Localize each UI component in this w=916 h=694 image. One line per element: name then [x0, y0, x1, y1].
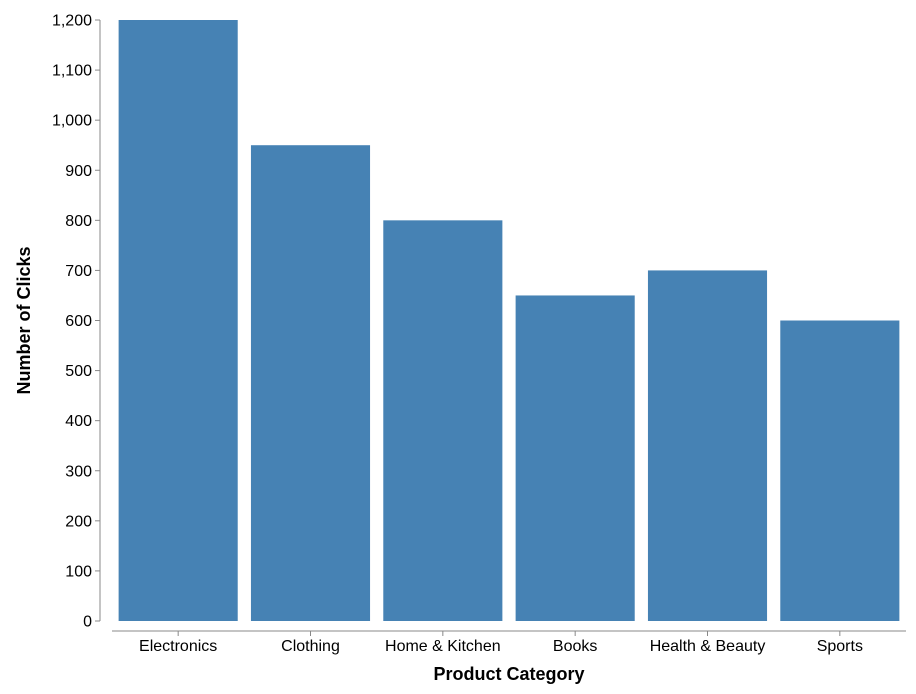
- x-axis-title: Product Category: [433, 664, 584, 684]
- y-tick-label: 700: [65, 263, 92, 280]
- bar-clothing: [250, 145, 371, 622]
- y-tick-label: 200: [65, 513, 92, 530]
- y-tick-label: 1,200: [52, 13, 92, 30]
- x-axis: Electronics Clothing Home & Kitchen Books He…: [112, 630, 906, 655]
- y-axis-title: Number of Clicks: [14, 246, 34, 394]
- y-tick-label: 1,100: [52, 63, 92, 80]
- y-tick-label: 0: [83, 614, 92, 631]
- bar-electronics: [118, 20, 238, 621]
- y-tick-label: 300: [65, 463, 92, 480]
- y-tick-label: 1,000: [52, 113, 92, 130]
- x-tick-label: Clothing: [281, 638, 340, 655]
- x-tick-label: Books: [553, 638, 597, 655]
- y-tick-label: 800: [65, 213, 92, 230]
- x-tick-label: Sports: [817, 638, 863, 655]
- y-tick-label: 900: [65, 163, 92, 180]
- y-tick-label: 400: [65, 413, 92, 430]
- y-axis: 0 100 200 300 400 500 600 700 800 900 1,000 1,100 1,…: [52, 13, 101, 631]
- bar-books: [515, 295, 635, 621]
- y-tick-label: 600: [65, 313, 92, 330]
- y-tick-label: 500: [65, 363, 92, 380]
- x-tick-label: Electronics: [139, 638, 217, 655]
- bar-home-kitchen: [383, 220, 503, 622]
- y-tick-label: 100: [65, 563, 92, 580]
- bars-group: [118, 20, 900, 622]
- bar-health-beauty: [647, 270, 768, 621]
- bar-sports: [780, 320, 900, 621]
- x-tick-label: Health & Beauty: [650, 638, 766, 655]
- x-tick-label: Home & Kitchen: [385, 638, 501, 655]
